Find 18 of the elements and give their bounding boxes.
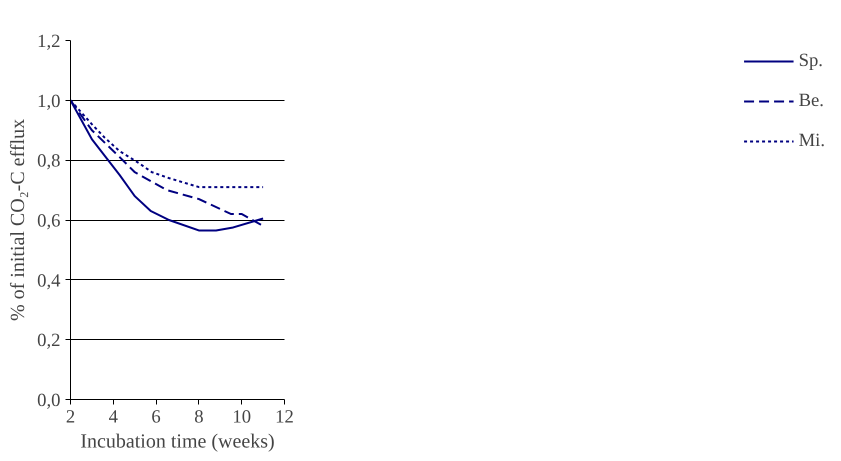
y-tick-label: 0,2 [37,330,61,352]
y-tick-label: 1,2 [37,31,61,52]
x-tick-label: 2 [66,406,76,428]
y-axis-title: % of initial CO₂-C efflux [7,118,30,322]
y-tick-label: 0,8 [37,150,61,172]
x-axis-title: Incubation time (weeks) [80,430,275,452]
y-tick-label: 0,4 [37,270,62,292]
y-tick-label: 0,0 [37,390,61,411]
x-tick-label: 12 [275,406,294,428]
legend-label: Be. [798,90,824,112]
x-tick-label: 6 [151,406,161,428]
y-tick-label: 0,6 [37,210,61,232]
x-tick-label: 10 [232,406,252,428]
x-tick-label: 4 [108,406,119,428]
legend-label: Sp. [798,50,823,72]
y-tick-label: 1,0 [37,90,61,112]
x-tick-label: 8 [194,406,204,428]
legend-label: Mi. [798,130,825,152]
